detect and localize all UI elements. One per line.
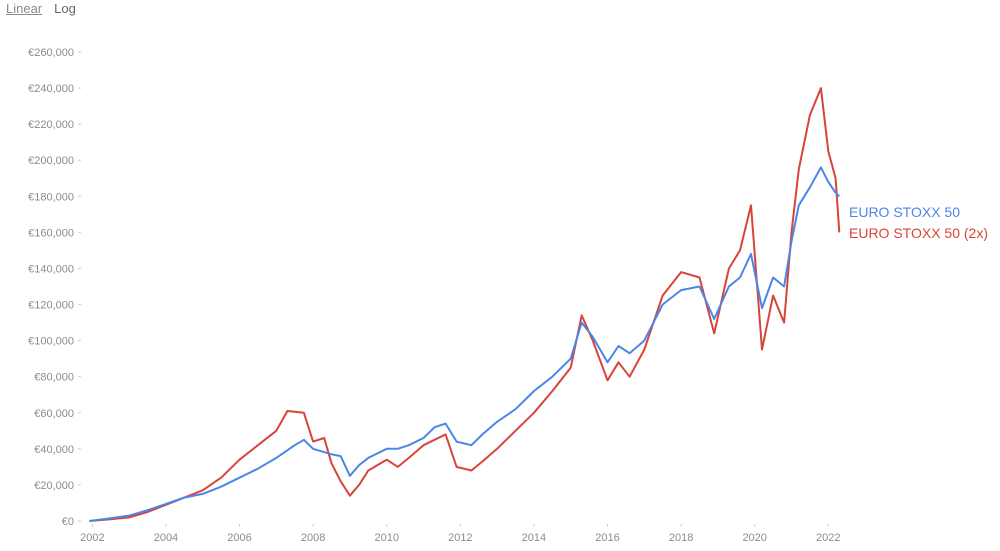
x-tick-label: 2012: [448, 532, 472, 544]
scale-linear-button[interactable]: Linear: [6, 1, 43, 16]
x-tick-label: 2010: [374, 532, 398, 544]
y-tick-label: €60,000: [34, 408, 74, 420]
x-tick-label: 2016: [595, 532, 619, 544]
y-axis: €0 €20,000 €40,000 €60,000 €80,000 €100,000 €1…: [28, 47, 81, 528]
y-tick-label: €0: [62, 516, 74, 528]
y-tick-label: €140,000: [28, 263, 74, 275]
scale-toggle: Linear Log: [6, 0, 76, 18]
y-tick-label: €40,000: [34, 444, 74, 456]
y-tick-label: €100,000: [28, 336, 74, 348]
x-tick-label: 2018: [669, 532, 693, 544]
y-tick-label: €220,000: [28, 119, 74, 131]
y-tick-label: €180,000: [28, 191, 74, 203]
y-tick-label: €240,000: [28, 83, 74, 95]
legend-label-euro-stoxx-50: EURO STOXX 50: [849, 204, 960, 220]
x-axis: 2002 2004 2006 2008 2010 2012 2014 2016 2018 2020…: [80, 524, 841, 544]
y-tick-label: €20,000: [34, 480, 74, 492]
x-tick-label: 2014: [522, 532, 546, 544]
x-tick-label: 2020: [742, 532, 766, 544]
y-tick-label: €160,000: [28, 227, 74, 239]
y-tick-label: €260,000: [28, 47, 74, 59]
x-tick-label: 2008: [301, 532, 325, 544]
y-tick-label: €120,000: [28, 300, 74, 312]
x-tick-label: 2006: [227, 532, 251, 544]
series-lines: [89, 87, 841, 522]
legend-label-euro-stoxx-50-2x: EURO STOXX 50 (2x): [849, 225, 988, 241]
y-tick-label: €200,000: [28, 155, 74, 167]
x-tick-label: 2004: [154, 532, 178, 544]
series-line-euro-stoxx-50-2x: [89, 87, 841, 522]
x-tick-label: 2022: [816, 532, 840, 544]
scale-log-button[interactable]: Log: [54, 1, 76, 16]
legend: EURO STOXX 50 EURO STOXX 50 (2x): [849, 204, 988, 241]
y-tick-label: €80,000: [34, 372, 74, 384]
series-line-euro-stoxx-50: [89, 166, 840, 522]
x-tick-label: 2002: [80, 532, 104, 544]
